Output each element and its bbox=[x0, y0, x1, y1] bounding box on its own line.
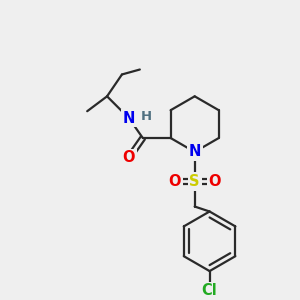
Text: O: O bbox=[169, 174, 181, 189]
Text: O: O bbox=[208, 174, 221, 189]
Text: H: H bbox=[141, 110, 152, 123]
Text: Cl: Cl bbox=[202, 284, 218, 298]
Text: N: N bbox=[188, 144, 201, 159]
Text: O: O bbox=[123, 150, 135, 165]
Text: S: S bbox=[189, 174, 200, 189]
Text: N: N bbox=[123, 111, 135, 126]
